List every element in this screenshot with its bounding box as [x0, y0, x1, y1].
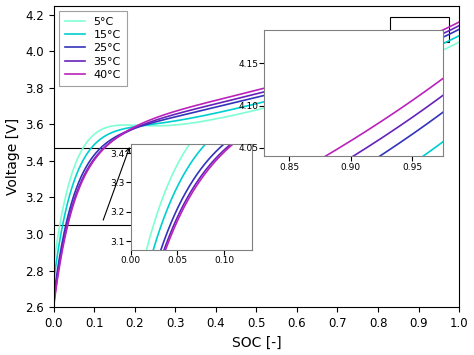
25°C: [51, 296, 56, 300]
40°C: [215, 98, 220, 102]
Line: 5°C: 5°C: [54, 42, 459, 266]
35°C: [329, 71, 335, 76]
40°C: [92, 157, 98, 161]
15°C: [215, 110, 220, 115]
Legend: 5°C, 15°C, 25°C, 35°C, 40°C: 5°C, 15°C, 25°C, 35°C, 40°C: [59, 11, 127, 86]
15°C: [329, 82, 335, 86]
35°C: [229, 98, 235, 102]
35°C: [374, 58, 380, 62]
40°C: [329, 68, 335, 72]
40°C: [367, 56, 373, 60]
25°C: [229, 101, 235, 105]
25°C: [456, 27, 462, 32]
Line: 25°C: 25°C: [54, 29, 459, 298]
15°C: [456, 34, 462, 38]
40°C: [456, 20, 462, 24]
15°C: [92, 142, 98, 146]
5°C: [329, 88, 335, 92]
40°C: [51, 305, 56, 309]
25°C: [329, 75, 335, 80]
15°C: [229, 107, 235, 111]
25°C: [374, 61, 380, 65]
Y-axis label: Voltage [V]: Voltage [V]: [6, 118, 19, 195]
5°C: [51, 264, 56, 268]
35°C: [92, 155, 98, 160]
15°C: [51, 280, 56, 284]
5°C: [374, 74, 380, 78]
25°C: [367, 64, 373, 68]
35°C: [367, 60, 373, 64]
5°C: [229, 113, 235, 118]
40°C: [374, 54, 380, 58]
5°C: [92, 132, 98, 136]
25°C: [215, 105, 220, 109]
Bar: [54, 148, 135, 225]
Line: 15°C: 15°C: [54, 36, 459, 282]
X-axis label: SOC [-]: SOC [-]: [231, 335, 281, 349]
35°C: [51, 302, 56, 306]
Bar: [390, 17, 449, 42]
35°C: [456, 23, 462, 28]
5°C: [456, 40, 462, 44]
35°C: [215, 101, 220, 105]
25°C: [92, 152, 98, 156]
15°C: [367, 70, 373, 74]
Line: 40°C: 40°C: [54, 22, 459, 307]
Line: 35°C: 35°C: [54, 26, 459, 304]
15°C: [374, 67, 380, 72]
40°C: [229, 94, 235, 98]
5°C: [215, 116, 220, 121]
5°C: [367, 76, 373, 81]
